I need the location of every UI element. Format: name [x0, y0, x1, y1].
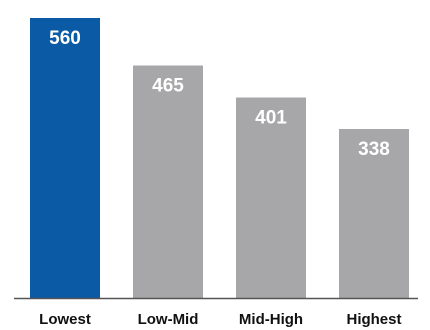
category-label-lowest: Lowest: [39, 311, 91, 328]
value-label-mid-high: 401: [255, 108, 287, 129]
bar-highest: [339, 129, 409, 298]
value-label-low-mid: 465: [152, 76, 184, 97]
category-label-low-mid: Low-Mid: [138, 311, 199, 328]
bars-group: [30, 18, 409, 298]
value-label-highest: 338: [358, 139, 390, 160]
value-labels-group: 560 465 401 338: [49, 28, 390, 160]
bar-lowest: [30, 18, 100, 298]
category-labels-group: Lowest Low-Mid Mid-High Highest: [39, 311, 401, 328]
bar-low-mid: [133, 65, 203, 298]
bar-mid-high: [236, 97, 306, 298]
category-label-mid-high: Mid-High: [239, 311, 303, 328]
category-label-highest: Highest: [346, 311, 401, 328]
value-label-lowest: 560: [49, 28, 81, 49]
